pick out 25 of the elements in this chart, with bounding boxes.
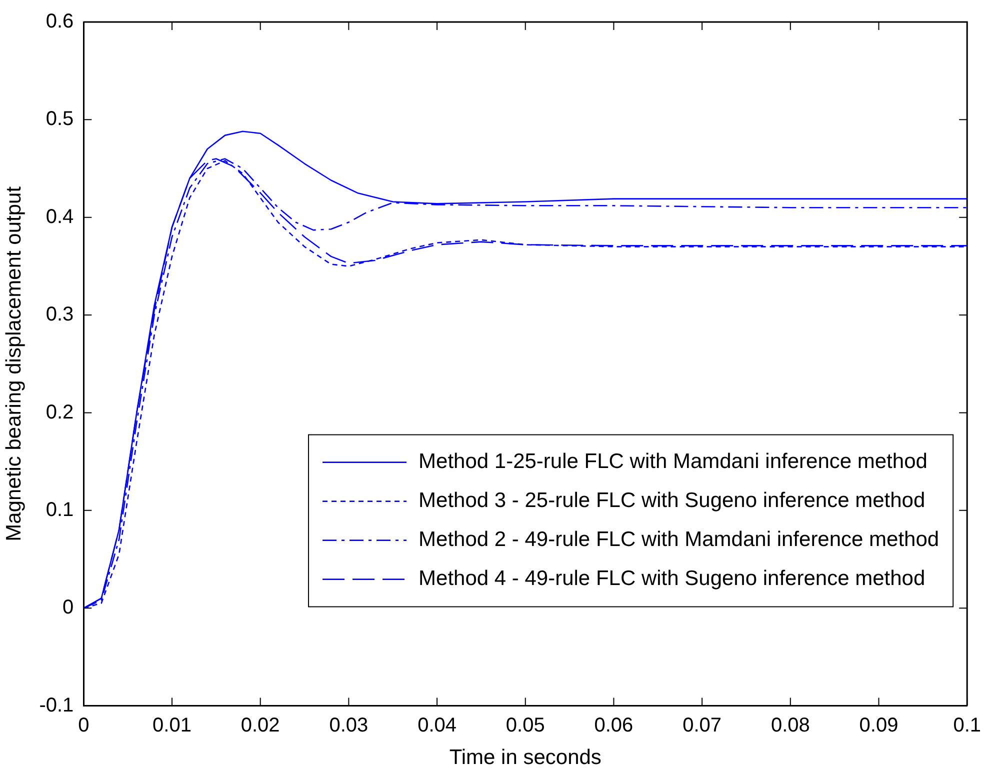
legend-label: Method 4 - 49-rule FLC with Sugeno inference method (418, 567, 926, 590)
x-tick-label: 0.09 (859, 714, 898, 736)
x-tick-label: 0.06 (594, 714, 634, 736)
x-tick-label: 0.03 (329, 714, 368, 736)
x-tick-label: 0.1 (953, 714, 982, 736)
y-tick-label: 0.4 (46, 206, 74, 228)
legend-label: Method 2 - 49-rule FLC with Mamdani inference method (418, 528, 940, 552)
x-tick-label: 0.01 (152, 714, 192, 736)
legend-label: Method 3 - 25-rule FLC with Sugeno inference method (418, 489, 926, 512)
y-tick-label: 0 (62, 596, 74, 619)
legend-label: Method 1-25-rule FLC with Mamdani inference method (418, 450, 928, 474)
y-tick-label: 0.6 (46, 10, 74, 33)
y-tick-label: 0.2 (46, 401, 74, 424)
y-tick-label: 0.5 (46, 108, 74, 130)
y-tick-label: 0.3 (46, 304, 74, 326)
x-tick-label: 0.04 (418, 714, 457, 736)
x-axis-title: Time in seconds (449, 746, 602, 770)
x-tick-label: 0.05 (506, 714, 545, 736)
x-tick-label: 0.02 (240, 714, 280, 736)
x-tick-label: 0.07 (682, 714, 722, 736)
y-tick-label: 0.1 (46, 498, 74, 521)
x-tick-label: 0.08 (770, 714, 810, 736)
y-axis-title: Magnetic bearing displacement output (2, 186, 26, 542)
y-tick-label: -0.1 (39, 694, 74, 716)
x-tick-label: 0 (78, 714, 90, 736)
